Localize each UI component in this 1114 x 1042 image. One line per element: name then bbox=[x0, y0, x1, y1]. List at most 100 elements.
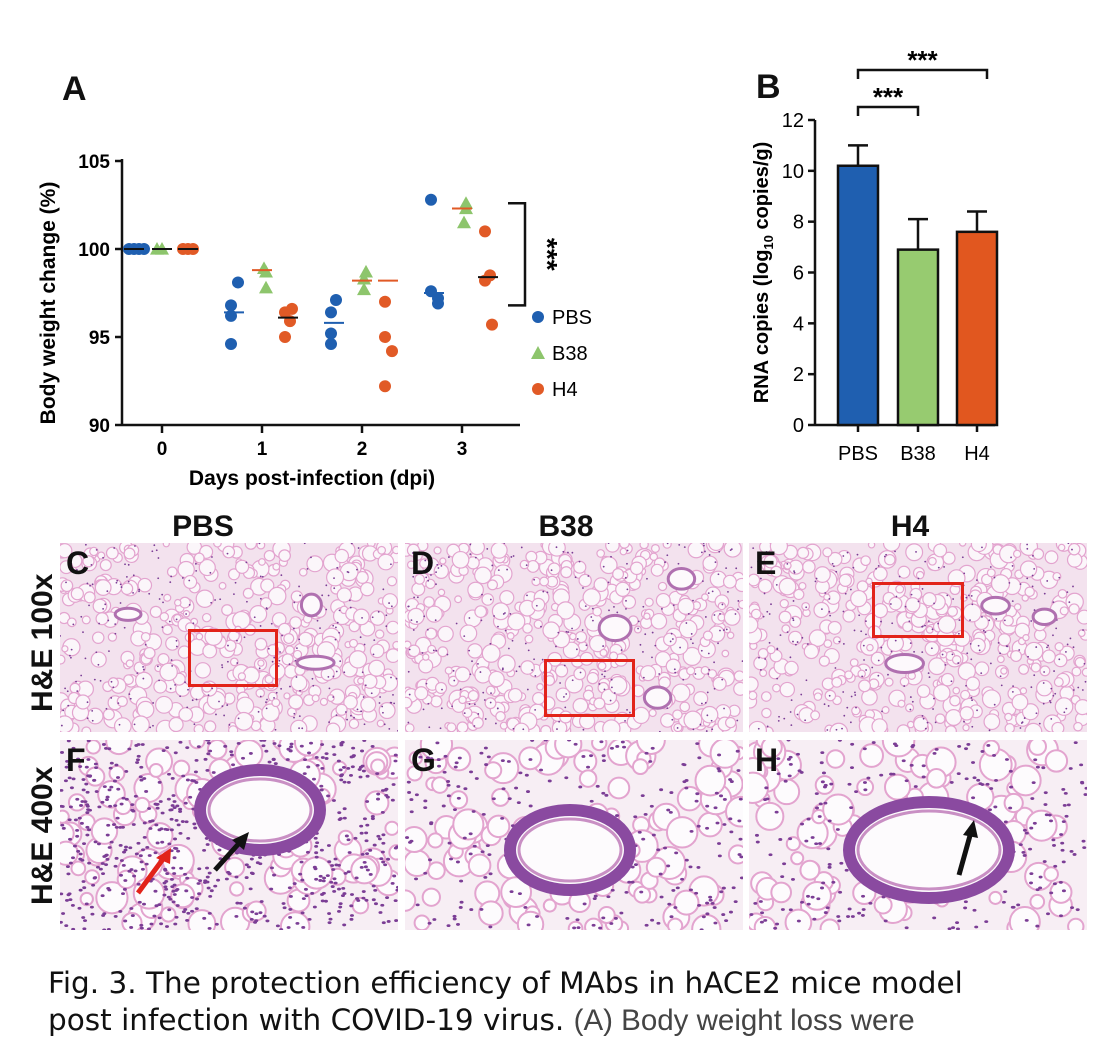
bronchiole bbox=[597, 613, 633, 643]
alveolus bbox=[783, 561, 792, 570]
alveolus bbox=[650, 563, 664, 577]
nucleus bbox=[254, 919, 259, 923]
nucleus bbox=[637, 627, 639, 630]
nucleus bbox=[861, 894, 866, 898]
nucleus bbox=[654, 644, 657, 647]
alveolus bbox=[683, 710, 703, 730]
nucleus bbox=[639, 643, 642, 646]
nucleus bbox=[480, 850, 485, 854]
alveolus bbox=[116, 695, 128, 707]
nucleus bbox=[333, 857, 338, 861]
y-tick-label: 90 bbox=[89, 416, 110, 437]
nucleus bbox=[528, 758, 533, 761]
alveolus bbox=[83, 591, 96, 604]
nucleus bbox=[309, 741, 314, 745]
alveolus bbox=[449, 790, 469, 810]
alveolus bbox=[381, 593, 398, 610]
nucleus bbox=[641, 837, 646, 841]
nucleus bbox=[885, 553, 887, 556]
alveolus bbox=[814, 566, 831, 583]
alveolus bbox=[772, 683, 781, 693]
nucleus bbox=[758, 656, 760, 659]
nucleus bbox=[412, 629, 415, 631]
nucleus bbox=[236, 741, 241, 745]
alveolus bbox=[413, 914, 431, 930]
nucleus bbox=[293, 712, 296, 715]
nucleus bbox=[207, 694, 210, 697]
alveolus bbox=[860, 555, 872, 567]
alveolus bbox=[292, 649, 303, 660]
nucleus bbox=[932, 751, 937, 755]
nucleus bbox=[739, 876, 743, 880]
nucleus bbox=[306, 567, 309, 570]
nucleus bbox=[764, 786, 769, 790]
nucleus bbox=[1077, 686, 1080, 689]
nucleus bbox=[737, 600, 740, 602]
nucleus bbox=[106, 590, 109, 593]
nucleus bbox=[319, 788, 324, 792]
nucleus bbox=[280, 574, 283, 577]
nucleus bbox=[96, 842, 101, 846]
nucleus bbox=[139, 923, 144, 927]
nucleus bbox=[421, 652, 424, 654]
nucleus bbox=[429, 757, 434, 761]
alveolus bbox=[486, 814, 511, 839]
bronchiole bbox=[666, 567, 697, 591]
alveolus bbox=[60, 809, 70, 824]
nucleus bbox=[837, 919, 842, 923]
nucleus bbox=[273, 696, 275, 699]
alveolus bbox=[701, 593, 709, 602]
nucleus bbox=[289, 685, 291, 688]
alveolus bbox=[418, 658, 434, 674]
nucleus bbox=[336, 566, 339, 569]
nucleus bbox=[350, 765, 355, 769]
nucleus bbox=[1052, 844, 1057, 847]
alveolus bbox=[195, 632, 204, 641]
alveolus bbox=[884, 677, 894, 687]
nucleus bbox=[102, 607, 105, 610]
nucleus bbox=[161, 626, 164, 629]
nucleus bbox=[395, 888, 398, 892]
nucleus bbox=[673, 668, 676, 671]
alveolus bbox=[469, 543, 486, 556]
nucleus bbox=[365, 852, 370, 856]
nucleus bbox=[800, 822, 805, 826]
nucleus bbox=[99, 679, 102, 682]
nucleus bbox=[123, 848, 128, 852]
nucleus bbox=[1031, 781, 1036, 785]
nucleus bbox=[531, 669, 534, 671]
alveolus bbox=[940, 672, 955, 687]
nucleus bbox=[265, 607, 268, 609]
nucleus bbox=[677, 562, 680, 565]
alveolus bbox=[799, 859, 821, 881]
nucleus bbox=[469, 543, 472, 546]
nucleus bbox=[913, 650, 915, 653]
nucleus bbox=[768, 641, 771, 644]
alveolus bbox=[369, 643, 385, 659]
nucleus bbox=[60, 823, 65, 827]
nucleus bbox=[735, 567, 738, 570]
alveolus bbox=[881, 706, 890, 715]
nucleus bbox=[753, 901, 758, 905]
nucleus bbox=[504, 612, 506, 614]
alveolus bbox=[1054, 697, 1074, 716]
nucleus bbox=[134, 852, 139, 856]
nucleus bbox=[132, 874, 137, 878]
nucleus bbox=[300, 878, 305, 882]
nucleus bbox=[119, 802, 124, 806]
alveolus bbox=[95, 881, 129, 915]
alveolus bbox=[60, 579, 74, 593]
alveolus bbox=[281, 653, 294, 666]
nucleus bbox=[926, 721, 929, 724]
nucleus bbox=[1003, 619, 1006, 622]
nucleus bbox=[793, 571, 796, 574]
nucleus bbox=[789, 656, 792, 659]
nucleus bbox=[390, 563, 392, 566]
alveolus bbox=[392, 545, 398, 555]
nucleus bbox=[711, 728, 714, 731]
alveolus bbox=[803, 643, 820, 660]
nucleus bbox=[585, 644, 588, 647]
nucleus bbox=[865, 620, 867, 623]
nucleus bbox=[866, 776, 871, 780]
